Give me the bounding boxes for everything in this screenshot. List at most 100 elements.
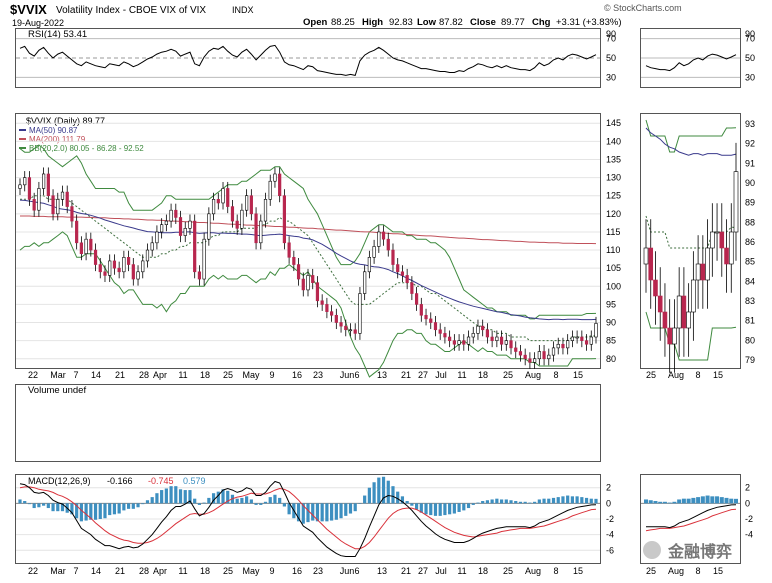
macd-histogram-bar <box>240 497 244 504</box>
candle-down <box>381 231 386 240</box>
zoom-macd-histogram-bar <box>644 499 648 504</box>
zoom-candle-down <box>681 295 687 329</box>
x-axis-label: 15 <box>573 370 583 380</box>
price-legend-ma200: MA(200) 111.79 <box>29 135 86 144</box>
x-axis-label: Jul <box>435 370 447 380</box>
macd-tick-label: 0 <box>606 498 611 508</box>
price-tick-label: 105 <box>606 263 621 273</box>
macd-histogram-bar <box>363 495 367 504</box>
chart-date: 19-Aug-2022 <box>12 18 64 28</box>
x-axis-label: Jun <box>340 370 355 380</box>
macd-legend: MACD(12,26,9) -0.166 -0.745 0.579 <box>28 476 206 486</box>
macd-histogram-bar <box>448 503 452 515</box>
candle-up <box>155 231 159 244</box>
candle-up <box>367 257 371 273</box>
macd-histogram-bar <box>89 503 93 520</box>
macd-histogram-bar <box>273 494 277 504</box>
rsi-plot <box>19 44 597 76</box>
zoom-rsi-tick-label: 70 <box>745 34 755 44</box>
x-axis: 22 Mar 7 14 21 28 Apr 11 18 25 May 9 16 23 Jun 6 13 21 27 J… <box>28 370 723 576</box>
index-name: Volatility Index - CBOE VIX of VIX <box>56 5 206 16</box>
macd-histogram-bar <box>32 503 36 509</box>
macd-histogram-bar <box>509 500 513 504</box>
candle-up <box>84 238 88 254</box>
zoom-bb-middle-line <box>645 215 737 249</box>
legend-swatch-ma200 <box>19 138 26 140</box>
macd-histogram-bar <box>452 503 456 514</box>
macd-histogram-bar <box>296 503 301 522</box>
candle-down <box>174 209 178 218</box>
zoom-price-tick-label: 84 <box>745 276 755 286</box>
x-axis-label: 21 <box>115 566 125 576</box>
x-axis-label: 16 <box>292 566 302 576</box>
macd-histogram-bar <box>136 503 140 508</box>
macd-label: MACD(12,26,9) <box>28 476 91 486</box>
zoom-macd-line <box>646 504 737 529</box>
candle-down <box>396 264 400 273</box>
macd-histogram-bar <box>419 503 423 513</box>
candle-down <box>226 188 230 207</box>
macd-signal-line <box>19 486 597 550</box>
zoom-price-tick-label: 90 <box>745 178 755 188</box>
macd-histogram-bar <box>367 487 371 504</box>
candle-up <box>551 347 556 356</box>
macd-plot <box>18 476 598 557</box>
watermark-text: 金融博弈 <box>667 542 732 561</box>
macd-histogram-bar <box>414 503 419 510</box>
macd-histogram-bar <box>245 496 249 504</box>
macd-histogram-bar <box>339 503 343 519</box>
candle-down <box>330 311 334 316</box>
x-axis-label: 22 <box>28 370 38 380</box>
macd-histogram-bar <box>216 491 220 504</box>
zoom-macd-histogram-bar <box>691 497 696 504</box>
macd-histogram-bar <box>278 497 282 504</box>
macd-histogram-bar <box>84 503 88 521</box>
zoom-rsi-tick-label: 30 <box>745 72 755 82</box>
macd-histogram-bar <box>145 500 150 504</box>
zoom-x-axis-label: 8 <box>695 370 700 380</box>
zoom-macd-histogram-bar <box>667 502 672 504</box>
price-tick-label: 95 <box>606 299 616 309</box>
macd-histogram-bar <box>410 503 414 506</box>
candle-up <box>547 354 551 360</box>
candle-up <box>566 340 570 349</box>
x-axis-label: 13 <box>377 566 387 576</box>
macd-histogram-bar <box>46 503 50 509</box>
macd-histogram-bar <box>386 480 390 504</box>
macd-histogram-bar <box>405 501 409 504</box>
candle-up <box>589 336 593 345</box>
macd-histogram-bar <box>575 496 579 504</box>
price-tick-label: 90 <box>606 318 616 328</box>
candle-up <box>23 177 27 186</box>
x-axis-label: 11 <box>457 566 466 576</box>
macd-histogram-bar <box>485 500 490 504</box>
macd-histogram-bar <box>263 501 268 504</box>
candle-up <box>263 199 268 222</box>
zoom-x-axis-label: 25 <box>646 566 656 576</box>
candle-down <box>528 358 532 363</box>
macd-value: -0.166 <box>107 476 133 486</box>
candle-up <box>145 249 150 262</box>
zoom-macd-tick-label: -4 <box>745 530 753 540</box>
macd-histogram-bar <box>533 501 537 504</box>
zoom-macd-histogram-bar <box>677 499 682 504</box>
zoom-x-axis-label: 8 <box>695 566 700 576</box>
candle-up <box>183 228 187 236</box>
macd-histogram-bar <box>197 503 202 505</box>
low-label: Low <box>417 17 437 28</box>
x-axis-label: 8 <box>553 566 558 576</box>
zoom-macd-histogram-bar <box>710 496 715 504</box>
candle-down <box>429 318 433 323</box>
candle-up <box>372 246 376 258</box>
zoom-candle-up <box>714 231 720 234</box>
zoom-x-axis-label: 25 <box>646 370 656 380</box>
zoom-macd-tick-label: 0 <box>745 498 750 508</box>
macd-histogram-bar <box>150 497 154 504</box>
candle-down <box>509 340 513 349</box>
macd-histogram-bar <box>174 486 178 504</box>
zoom-x-axis-label: 15 <box>713 566 723 576</box>
macd-histogram-bar <box>164 488 168 504</box>
zoom-candle-up <box>710 231 715 249</box>
zoom-x-axis-label: Aug <box>668 566 684 576</box>
